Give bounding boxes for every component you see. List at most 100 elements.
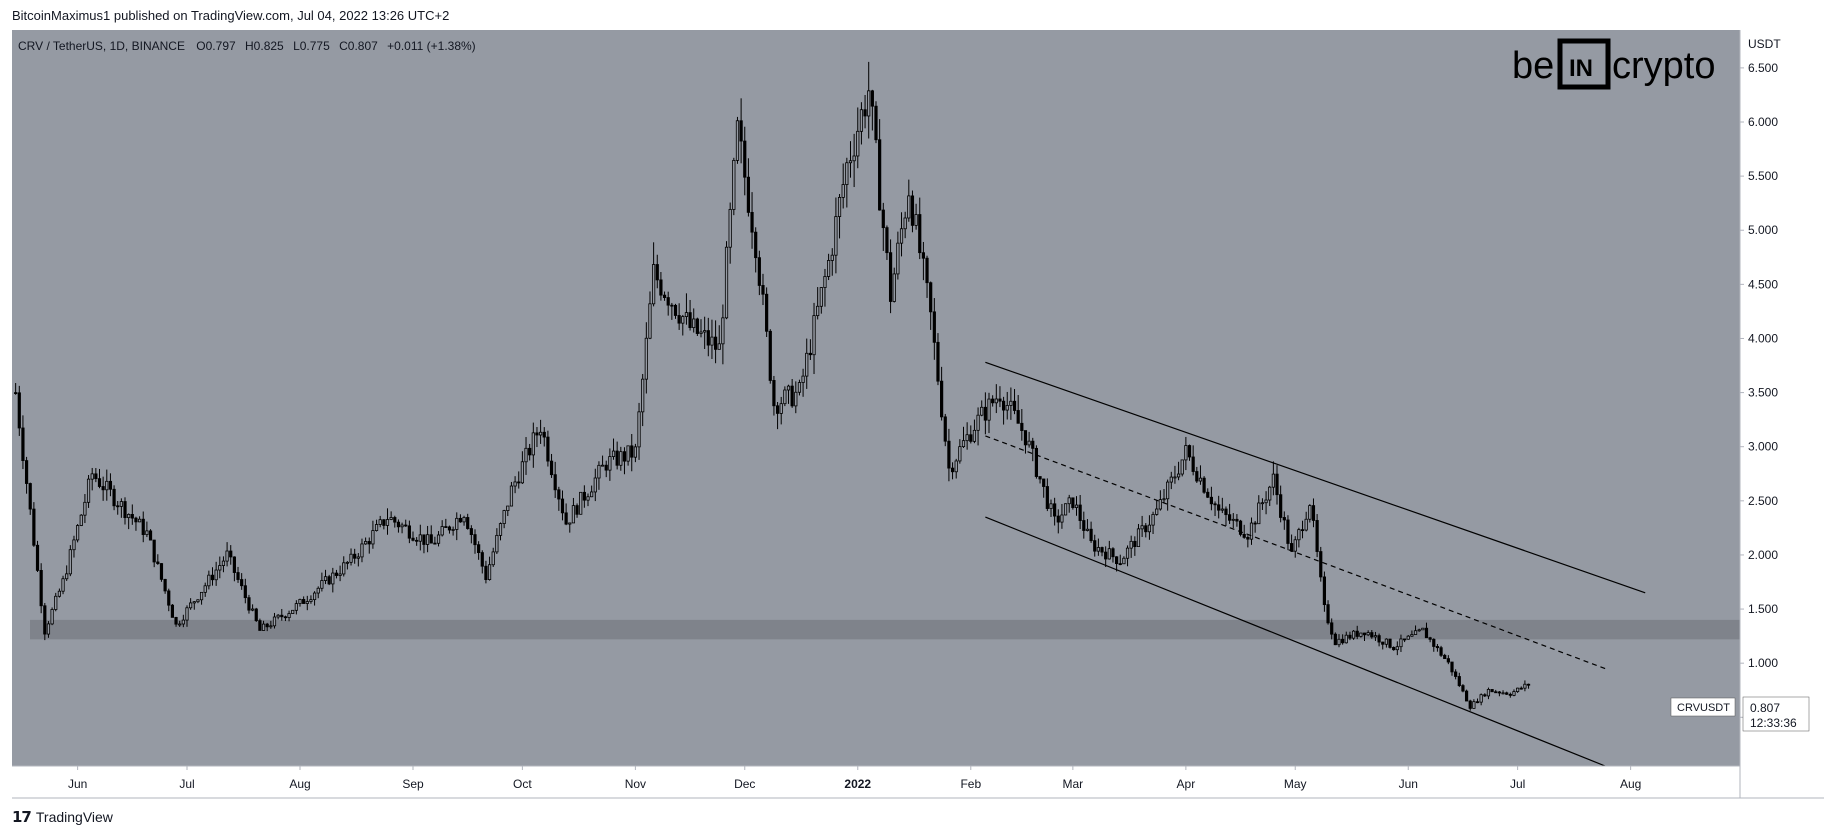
candle-body bbox=[870, 90, 874, 107]
candle-body bbox=[1249, 522, 1254, 540]
candle-body bbox=[1089, 528, 1093, 542]
support-zone bbox=[30, 619, 1740, 640]
candle-body bbox=[856, 130, 860, 157]
candle-body bbox=[1479, 694, 1483, 703]
price-tick-label: 4.000 bbox=[1748, 331, 1778, 345]
candle-body bbox=[801, 375, 805, 383]
candle-body bbox=[797, 382, 802, 393]
candle-body bbox=[608, 456, 612, 471]
candle-body bbox=[713, 336, 718, 350]
candle-body bbox=[1260, 502, 1265, 505]
candle-body bbox=[593, 477, 597, 493]
candle-body bbox=[152, 539, 156, 563]
time-tick-label: Mar bbox=[1063, 777, 1084, 791]
candle-body bbox=[1472, 701, 1476, 709]
candle-body bbox=[1516, 687, 1520, 692]
candle-body bbox=[816, 305, 820, 317]
candle-body bbox=[991, 398, 995, 404]
candle-body bbox=[1403, 638, 1407, 641]
candle-body bbox=[502, 510, 506, 524]
candle-body bbox=[1180, 459, 1184, 475]
candle-body bbox=[159, 563, 164, 580]
time-tick-label: Jul bbox=[1510, 777, 1525, 791]
candle-body bbox=[1198, 477, 1203, 482]
ohlc-high: H0.825 bbox=[245, 39, 284, 53]
candle-body bbox=[1337, 638, 1341, 646]
price-label-bg bbox=[1742, 696, 1810, 732]
candle-body bbox=[724, 246, 729, 319]
candle-body bbox=[1381, 641, 1385, 645]
candle-body bbox=[976, 414, 980, 431]
candle-body bbox=[148, 530, 153, 541]
candle-body bbox=[291, 609, 295, 614]
candle-body bbox=[1049, 503, 1053, 509]
candle-body bbox=[429, 534, 433, 544]
candle-body bbox=[261, 623, 266, 631]
channel-lower-line bbox=[985, 516, 1606, 767]
candle-body bbox=[903, 217, 907, 230]
candle-body bbox=[1319, 551, 1323, 578]
candle-body bbox=[1268, 486, 1272, 501]
candle-body bbox=[528, 447, 532, 456]
candle-body bbox=[54, 595, 58, 610]
candle-body bbox=[958, 446, 962, 462]
candle-body bbox=[1435, 646, 1440, 649]
candle-body bbox=[710, 336, 714, 346]
candle-body bbox=[681, 316, 685, 324]
candle-body bbox=[1399, 638, 1403, 648]
candle-body bbox=[294, 603, 298, 611]
candle-body bbox=[331, 572, 335, 585]
candle-body bbox=[1392, 647, 1396, 651]
candle-body bbox=[192, 601, 196, 604]
candle-body bbox=[367, 541, 371, 545]
candle-body bbox=[1195, 471, 1199, 482]
candle-body bbox=[130, 514, 134, 519]
price-label-value: 0.807 bbox=[1750, 701, 1780, 715]
candle-body bbox=[899, 228, 904, 244]
candle-body bbox=[888, 252, 893, 302]
ticker-label: CRVUSDT bbox=[1677, 702, 1730, 714]
candle-body bbox=[196, 599, 200, 603]
candle-body bbox=[1406, 635, 1410, 640]
candle-body bbox=[1494, 691, 1498, 694]
symbol-info: CRV / TetherUS, 1D, BINANCE O0.797 H0.82… bbox=[18, 39, 476, 53]
candle-body bbox=[910, 195, 915, 226]
candle-body bbox=[673, 304, 678, 316]
price-tick-label: 3.500 bbox=[1748, 386, 1778, 400]
candle-body bbox=[1297, 529, 1301, 541]
candle-body bbox=[283, 616, 288, 619]
candle-body bbox=[1417, 629, 1421, 632]
price-tick-label: 1.000 bbox=[1748, 656, 1778, 670]
candle-body bbox=[630, 445, 634, 458]
candle-body bbox=[1457, 676, 1461, 686]
candle-body bbox=[1125, 547, 1130, 559]
candle-body bbox=[477, 544, 481, 553]
candle-body bbox=[823, 276, 827, 288]
candle-body bbox=[1082, 520, 1086, 531]
candle-body bbox=[1118, 563, 1122, 566]
candles-group bbox=[14, 61, 1531, 711]
candle-body bbox=[524, 447, 528, 463]
candle-body bbox=[342, 562, 346, 575]
candle-body bbox=[932, 311, 936, 343]
candle-body bbox=[921, 252, 925, 259]
plot-area[interactable] bbox=[12, 30, 1740, 766]
candle-body bbox=[549, 460, 554, 476]
candle-body bbox=[775, 405, 780, 414]
candle-body bbox=[874, 105, 878, 141]
price-tick-label: 3.000 bbox=[1748, 440, 1778, 454]
candle-body bbox=[1144, 525, 1148, 533]
candle-body bbox=[39, 570, 43, 607]
candle-body bbox=[987, 398, 991, 421]
candle-body bbox=[1115, 556, 1119, 565]
candle-body bbox=[896, 242, 900, 275]
candle-body bbox=[1490, 689, 1494, 693]
candle-body bbox=[116, 505, 120, 508]
candle-body bbox=[1519, 687, 1523, 690]
candle-body bbox=[334, 572, 339, 576]
ohlc-change: +0.011 (+1.38%) bbox=[387, 39, 476, 53]
candle-body bbox=[1158, 499, 1162, 510]
candle-body bbox=[779, 403, 783, 414]
candle-body bbox=[433, 542, 437, 545]
